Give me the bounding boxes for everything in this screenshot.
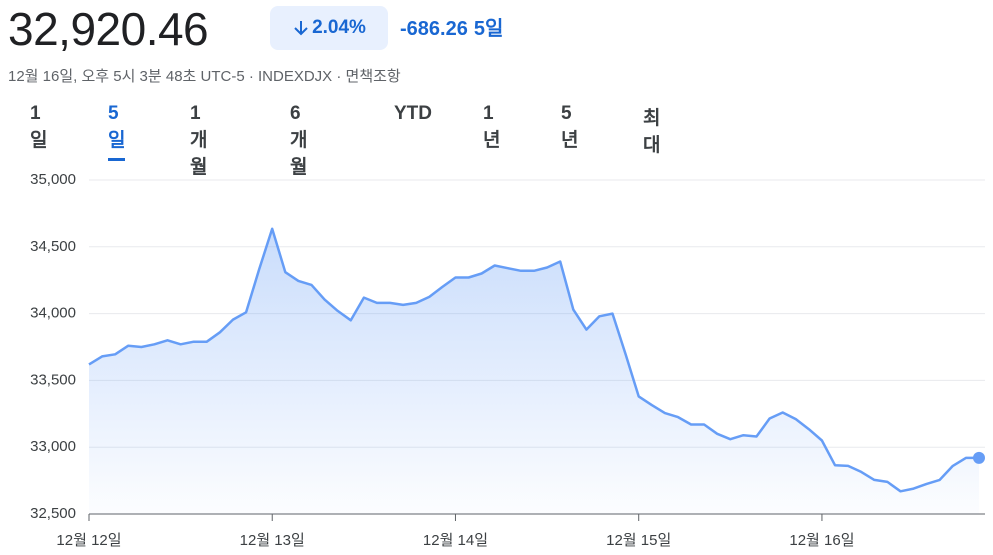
change-badge: 2.04% <box>270 6 388 50</box>
x-tick-label: 12월 16일 <box>789 532 854 549</box>
y-tick-label: 32,500 <box>30 505 76 522</box>
y-tick-label: 35,000 <box>30 171 76 188</box>
period: 5일 <box>473 18 504 40</box>
tab[interactable]: 6개월 <box>290 103 308 178</box>
tab[interactable]: 5일 <box>108 103 126 161</box>
y-tick-label: 34,000 <box>30 305 76 322</box>
area-fill <box>89 228 979 515</box>
y-tick-label: 34,500 <box>30 238 76 255</box>
price: 32,920.46 <box>8 3 209 55</box>
price-line <box>88 227 979 493</box>
change-pct: 2.04% <box>312 17 366 38</box>
tab[interactable]: YTD <box>394 103 432 124</box>
x-tick-label: 12월 15일 <box>606 532 671 549</box>
tab[interactable]: 1개월 <box>190 103 208 178</box>
x-tick-label: 12월 14일 <box>423 532 488 549</box>
tab[interactable]: 1년 <box>483 103 501 151</box>
down-arrow <box>294 21 308 36</box>
y-tick-label: 33,000 <box>30 438 76 455</box>
tab[interactable]: 1일 <box>30 103 48 151</box>
tab[interactable]: 최대 <box>643 108 661 156</box>
x-tick-label: 12월 12일 <box>56 532 121 549</box>
change: -686.26 5일 <box>400 12 509 41</box>
x-tick-label: 12월 13일 <box>240 532 305 549</box>
subtitle: 12월 16일, 오후 5시 3분 48초 UTC-5 · INDEXDJX ·… <box>8 68 401 85</box>
tab[interactable]: 5년 <box>561 103 579 151</box>
change-value: -686.26 <box>400 18 468 40</box>
y-tick-label: 33,500 <box>30 371 76 388</box>
last-point <box>973 451 985 464</box>
